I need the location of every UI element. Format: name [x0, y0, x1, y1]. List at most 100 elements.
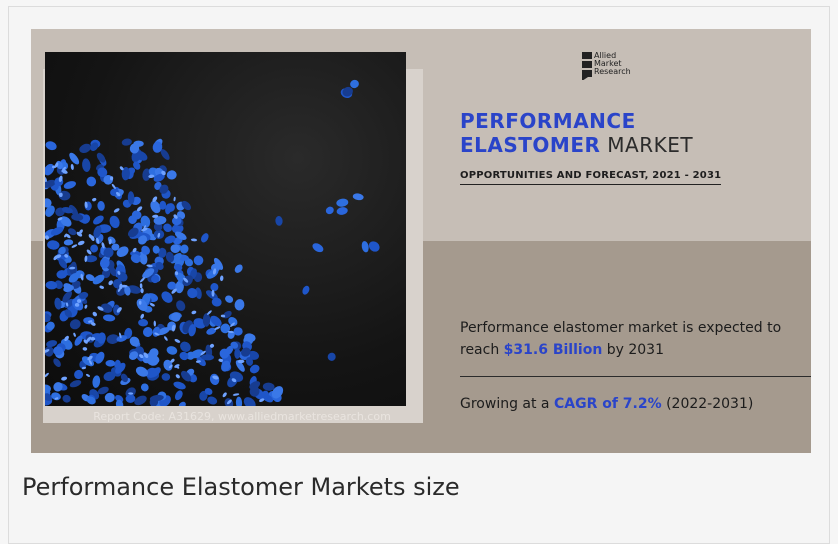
pellet: [45, 205, 55, 217]
pellet: [97, 386, 109, 395]
pellet: [164, 336, 168, 341]
pellet: [170, 253, 182, 264]
pellet: [142, 168, 151, 181]
pellet: [133, 161, 141, 170]
infographic-subtitle: OPPORTUNITIES AND FORECAST, 2021 - 2031: [460, 170, 722, 185]
pellet: [259, 398, 265, 402]
pellet: [97, 201, 105, 211]
pellet: [56, 254, 62, 259]
pellet: [209, 373, 220, 386]
pellet: [84, 255, 98, 263]
pellet: [47, 240, 60, 250]
allied-market-research-logo: Allied Market Research: [582, 52, 631, 82]
pellet: [115, 362, 126, 374]
pellet: [155, 261, 164, 270]
pellet: [128, 215, 137, 224]
pellet: [262, 382, 275, 391]
pellet: [127, 191, 135, 205]
pellet: [171, 324, 176, 332]
pellet: [243, 397, 256, 406]
pellet: [210, 315, 222, 327]
stat1-highlight: $31.6 Billion: [503, 342, 603, 358]
pellet: [90, 142, 99, 151]
pellet: [219, 348, 230, 359]
pellet: [63, 284, 74, 293]
pellet: [58, 175, 63, 183]
pellet: [161, 170, 166, 176]
pellet: [65, 233, 71, 239]
pellet: [62, 290, 73, 303]
pellet: [166, 346, 178, 355]
pellet: [129, 351, 139, 360]
pellet: [212, 268, 217, 275]
logo-line-3: Research: [594, 67, 631, 76]
pellet: [63, 181, 76, 189]
pellet: [159, 184, 169, 194]
pellet: [275, 216, 283, 226]
pellet: [368, 241, 380, 252]
pellet: [90, 244, 99, 253]
pellet: [104, 392, 115, 403]
pellet: [86, 176, 97, 187]
pellet: [154, 181, 162, 190]
pellet: [228, 317, 238, 326]
pellet: [86, 373, 90, 377]
pellet: [175, 280, 184, 294]
pellet: [113, 304, 121, 316]
pellet: [99, 285, 104, 289]
pellet: [167, 281, 177, 290]
pellet: [141, 245, 150, 255]
pellet: [132, 247, 137, 253]
pellet: [111, 183, 116, 189]
pellet: [223, 310, 232, 319]
pellet: [210, 283, 219, 292]
pellet: [64, 335, 69, 341]
pellet: [165, 251, 175, 263]
pellet: [45, 163, 55, 176]
pellet: [45, 141, 57, 151]
pellet: [58, 246, 66, 255]
pellet: [152, 141, 163, 153]
pellet: [213, 257, 224, 270]
infographic-title: PERFORMANCE ELASTOMER MARKET: [460, 109, 800, 157]
pellet: [207, 310, 212, 315]
pellet: [222, 392, 227, 398]
pellet: [350, 79, 359, 89]
pellet: [180, 244, 189, 254]
pellet: [195, 287, 202, 300]
pellet: [53, 346, 63, 356]
pellet: [237, 359, 245, 364]
pellet: [81, 366, 87, 370]
pellet: [125, 394, 136, 403]
pellet: [88, 359, 93, 365]
pellet: [312, 243, 324, 253]
pellet: [187, 288, 198, 299]
pellet: [45, 313, 51, 323]
pellet: [153, 216, 167, 225]
pellet: [225, 295, 234, 303]
pellet: [211, 289, 215, 297]
pellet: [115, 191, 121, 197]
pellet: [127, 227, 139, 238]
pellet: [245, 357, 254, 366]
pellet: [92, 274, 105, 285]
pellet: [97, 167, 108, 178]
pellet: [71, 213, 84, 221]
pellet: [174, 271, 179, 276]
pellet: [69, 380, 82, 388]
title-line-2: ELASTOMER MARKET: [460, 133, 800, 157]
pellet: [92, 197, 97, 202]
pellet: [153, 173, 165, 182]
stat-divider: [460, 376, 811, 377]
pellet: [157, 327, 170, 336]
pellet: [176, 300, 186, 312]
pellet: [163, 223, 172, 233]
pellet: [150, 303, 155, 307]
pellet: [117, 288, 121, 292]
pellet: [52, 165, 57, 169]
logo-line-2: Market: [594, 59, 622, 68]
pellet: [227, 330, 234, 334]
pellet: [173, 214, 178, 219]
pellet: [69, 266, 76, 270]
pellet: [74, 335, 83, 346]
